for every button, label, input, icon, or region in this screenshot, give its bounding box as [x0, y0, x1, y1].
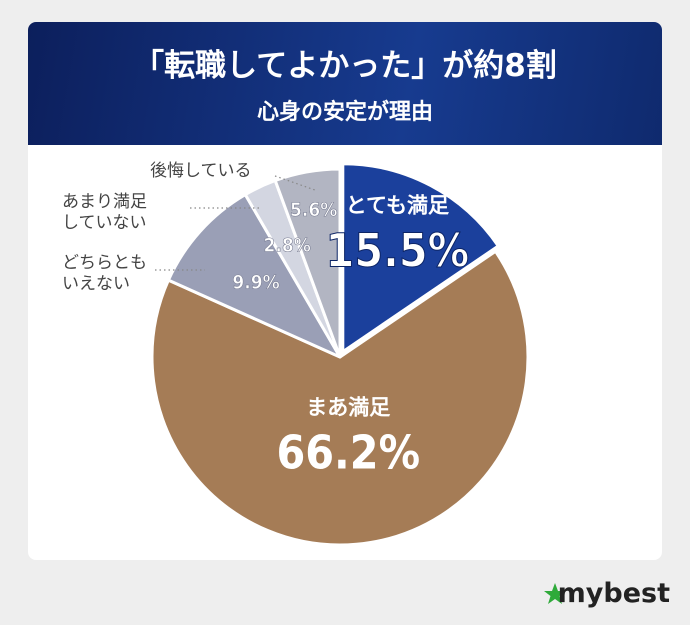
- value-label: 5.6%: [290, 199, 337, 221]
- pie-slice: [150, 249, 530, 547]
- header: 「転職してよかった」が約8割 心身の安定が理由: [28, 22, 662, 145]
- chart-subtitle: 心身の安定が理由: [256, 100, 433, 125]
- logo-star: [544, 583, 566, 604]
- pie-slice: [166, 193, 342, 359]
- brand: mybest: [557, 578, 670, 609]
- value-label: 9.9%: [232, 272, 279, 294]
- category-label: とても満足: [346, 194, 449, 218]
- category-label: 後悔している: [150, 161, 252, 181]
- pie-slice: [273, 167, 342, 359]
- value-label: 15.5%: [326, 224, 470, 278]
- category-label: どちらとも いえない: [62, 253, 147, 294]
- category-label: まあ満足: [306, 396, 390, 420]
- value-label: 2.8%: [263, 235, 310, 257]
- value-label: 66.2%: [276, 426, 420, 480]
- chart-title: 「転職してよかった」が約8割: [133, 48, 557, 84]
- category-label: あまり満足 していない: [62, 192, 147, 233]
- pie-slice: [341, 162, 500, 354]
